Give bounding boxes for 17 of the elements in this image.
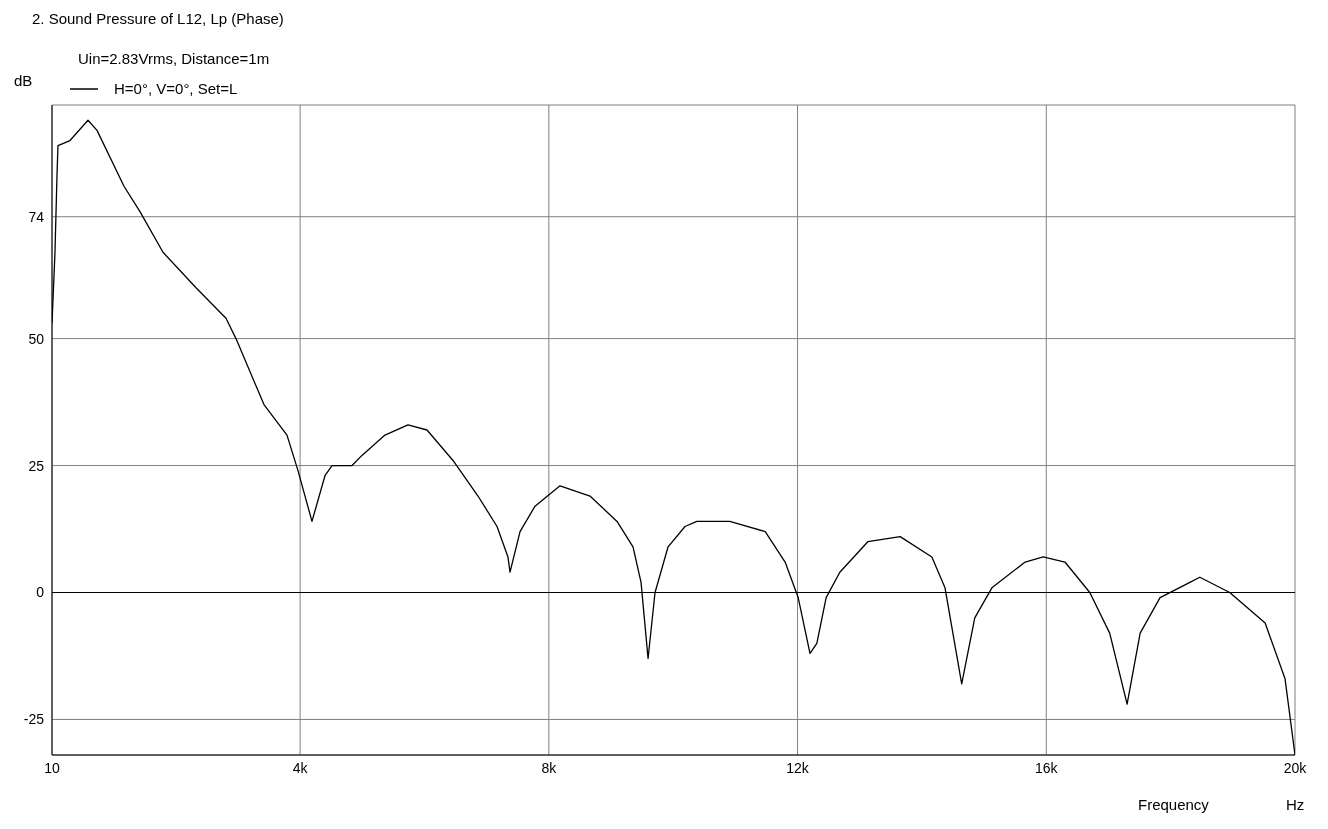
y-tick-label: 0 (36, 584, 45, 601)
text: Hz (1286, 796, 1305, 813)
y-tick-label: 25 (28, 457, 45, 474)
y-tick-label: -25 (23, 711, 45, 728)
x-tick-label: 16k (1034, 759, 1059, 776)
chart-title: 2. Sound Pressure of L12, Lp (Phase) (32, 10, 284, 27)
y-tick-label: 50 (28, 330, 45, 347)
y-axis-title: dB (14, 72, 33, 89)
x-tick-label: 4k (292, 759, 309, 776)
x-tick-label: 20k (1283, 759, 1308, 776)
y-tick-label: 74 (28, 208, 45, 225)
x-tick-label: 12k (786, 759, 810, 776)
x-tick-label: 8k (541, 759, 558, 776)
x-tick-label: 10 (44, 759, 60, 776)
x-axis-title: Frequency (1138, 796, 1209, 813)
chart-subtitle: Uin=2.83Vrms, Distance=1m (78, 50, 270, 67)
legend-label: H=0°, V=0°, Set=L (114, 80, 238, 97)
